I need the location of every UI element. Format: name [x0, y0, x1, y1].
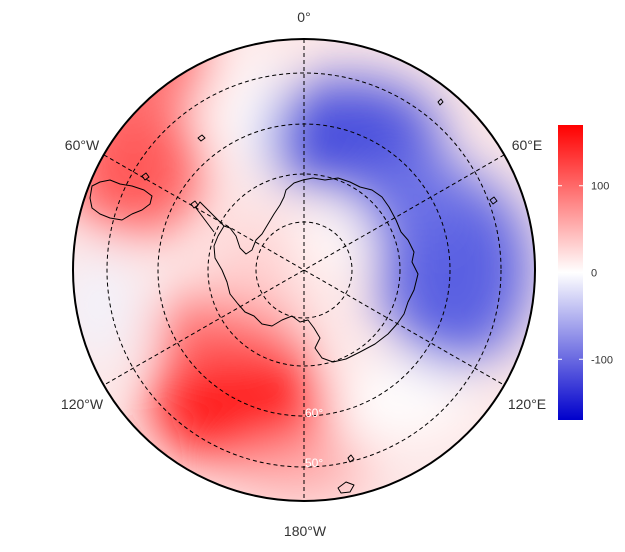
latitude-label-60: 60°	[305, 406, 323, 420]
longitude-label-upper-left: 60°W	[65, 137, 100, 153]
colorbar-tick-label: 100	[591, 181, 609, 193]
island	[337, 481, 355, 494]
longitude-label-lower-left: 120°W	[61, 396, 104, 412]
longitude-label-top: 0°	[297, 9, 310, 25]
colorbar-ticks: 100 0 -100	[558, 181, 613, 366]
latitude-label-50: 50°	[305, 456, 323, 470]
coastlines	[89, 98, 498, 494]
island	[347, 454, 355, 463]
colorbar-tick-label: 0	[591, 268, 597, 280]
island	[141, 172, 150, 181]
anomaly-field	[73, 39, 535, 501]
graticule	[103, 39, 505, 501]
antarctica-coastline	[213, 177, 419, 363]
longitude-label-bottom: 180°W	[284, 523, 327, 539]
island	[190, 200, 199, 209]
latitude-labels: 60° 50°	[305, 406, 323, 470]
colorbar: 100 0 -100	[558, 125, 613, 420]
south-america-coastline	[89, 179, 153, 221]
island	[437, 98, 444, 106]
longitude-labels: 0° 60°W 60°E 120°W 120°E 180°W	[61, 9, 546, 539]
island	[489, 196, 498, 205]
colorbar-tick-label: -100	[591, 354, 613, 366]
island	[197, 134, 206, 142]
longitude-label-lower-right: 120°E	[508, 396, 546, 412]
map-border	[72, 38, 536, 502]
colorbar-gradient	[558, 125, 583, 420]
longitude-label-upper-right: 60°E	[512, 137, 543, 153]
